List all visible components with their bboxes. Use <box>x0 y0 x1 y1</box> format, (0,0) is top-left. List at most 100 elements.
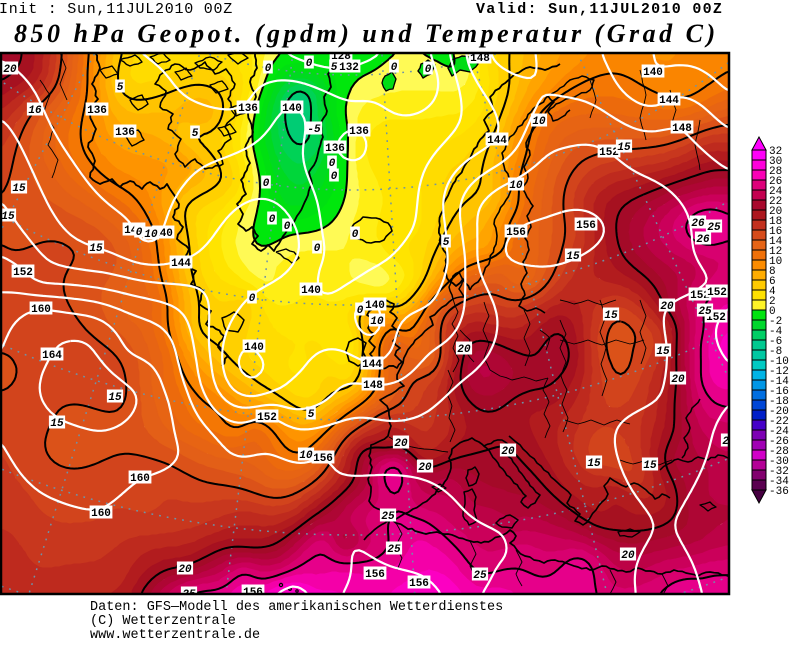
svg-text:-6: -6 <box>769 336 782 348</box>
svg-text:144: 144 <box>171 258 191 270</box>
svg-text:0: 0 <box>136 227 143 239</box>
svg-text:20: 20 <box>769 206 782 218</box>
svg-text:0: 0 <box>314 243 321 255</box>
svg-text:10: 10 <box>144 229 158 241</box>
svg-text:0: 0 <box>329 158 336 170</box>
svg-text:-32: -32 <box>769 466 789 478</box>
svg-text:20: 20 <box>394 438 408 450</box>
svg-text:148: 148 <box>470 53 490 65</box>
svg-text:25: 25 <box>381 511 395 523</box>
svg-text:0: 0 <box>425 64 432 76</box>
svg-text:15: 15 <box>656 346 670 358</box>
svg-text:20: 20 <box>418 462 432 474</box>
svg-text:16: 16 <box>769 226 782 238</box>
svg-text:16: 16 <box>28 105 42 117</box>
svg-text:22: 22 <box>769 196 782 208</box>
svg-text:32: 32 <box>769 146 782 158</box>
svg-text:-8: -8 <box>769 346 782 358</box>
svg-text:136: 136 <box>87 105 107 117</box>
svg-text:15: 15 <box>89 243 103 255</box>
svg-text:-22: -22 <box>769 416 789 428</box>
svg-text:25: 25 <box>473 570 487 582</box>
svg-text:14: 14 <box>769 236 783 248</box>
svg-text:-5: -5 <box>307 124 321 136</box>
svg-text:-20: -20 <box>769 406 789 418</box>
svg-text:140: 140 <box>282 103 302 115</box>
svg-text:25: 25 <box>182 589 196 601</box>
svg-text:25: 25 <box>387 544 401 556</box>
svg-text:0: 0 <box>331 171 338 183</box>
svg-text:18: 18 <box>769 216 782 228</box>
svg-text:15: 15 <box>643 460 657 472</box>
svg-text:-36: -36 <box>769 486 789 498</box>
svg-text:15: 15 <box>604 310 618 322</box>
svg-text:140: 140 <box>244 342 264 354</box>
svg-text:156: 156 <box>243 587 263 599</box>
svg-text:2: 2 <box>769 296 776 308</box>
svg-text:0: 0 <box>249 293 256 305</box>
svg-text:144: 144 <box>487 135 507 147</box>
svg-text:25: 25 <box>722 436 736 448</box>
svg-text:24: 24 <box>769 186 783 198</box>
svg-text:-10: -10 <box>769 356 789 368</box>
svg-text:156: 156 <box>506 227 526 239</box>
svg-text:-30: -30 <box>769 456 789 468</box>
svg-text:5: 5 <box>443 237 450 249</box>
svg-text:10: 10 <box>370 316 384 328</box>
svg-text:160: 160 <box>91 508 111 520</box>
svg-text:-2: -2 <box>769 316 782 328</box>
svg-text:10: 10 <box>509 180 523 192</box>
svg-text:148: 148 <box>363 380 383 392</box>
svg-text:15: 15 <box>1 211 15 223</box>
svg-text:20: 20 <box>3 64 17 76</box>
svg-text:152: 152 <box>690 290 710 302</box>
svg-text:136: 136 <box>238 103 258 115</box>
svg-text:10: 10 <box>532 116 546 128</box>
svg-text:15: 15 <box>617 142 631 154</box>
svg-text:0: 0 <box>769 306 776 318</box>
svg-text:140: 140 <box>643 67 663 79</box>
svg-text:28: 28 <box>769 166 782 178</box>
svg-text:20: 20 <box>621 550 635 562</box>
svg-text:4: 4 <box>769 286 776 298</box>
svg-text:5: 5 <box>117 82 124 94</box>
svg-text:0: 0 <box>269 214 276 226</box>
svg-text:-34: -34 <box>769 476 789 488</box>
svg-text:156: 156 <box>409 578 429 590</box>
svg-text:-4: -4 <box>769 326 783 338</box>
svg-text:-14: -14 <box>769 376 789 388</box>
svg-text:5: 5 <box>192 128 199 140</box>
svg-text:164: 164 <box>42 350 62 362</box>
svg-text:15: 15 <box>108 392 122 404</box>
svg-text:8: 8 <box>769 266 776 278</box>
svg-text:15: 15 <box>12 183 26 195</box>
svg-text:-16: -16 <box>769 386 789 398</box>
svg-text:144: 144 <box>362 359 382 371</box>
svg-text:30: 30 <box>769 156 782 168</box>
svg-text:0: 0 <box>391 62 398 74</box>
svg-text:128: 128 <box>331 51 351 63</box>
svg-text:15: 15 <box>50 418 64 430</box>
svg-text:152: 152 <box>707 287 727 299</box>
svg-text:-28: -28 <box>769 446 789 458</box>
svg-text:0: 0 <box>263 178 270 190</box>
svg-text:-12: -12 <box>769 366 789 378</box>
svg-text:-26: -26 <box>769 436 789 448</box>
svg-text:0: 0 <box>352 229 359 241</box>
svg-text:152: 152 <box>257 412 277 424</box>
svg-text:12: 12 <box>769 246 782 258</box>
svg-text:152: 152 <box>13 267 33 279</box>
svg-text:140: 140 <box>365 300 385 312</box>
svg-text:0: 0 <box>265 63 272 75</box>
svg-text:144: 144 <box>659 95 679 107</box>
svg-text:132: 132 <box>339 62 359 74</box>
svg-text:148: 148 <box>672 123 692 135</box>
svg-text:15: 15 <box>566 251 580 263</box>
svg-text:156: 156 <box>365 569 385 581</box>
svg-text:25: 25 <box>707 222 721 234</box>
svg-text:152: 152 <box>599 147 619 159</box>
svg-text:20: 20 <box>178 564 192 576</box>
svg-text:26: 26 <box>691 218 705 230</box>
svg-text:140: 140 <box>301 285 321 297</box>
svg-text:136: 136 <box>115 127 135 139</box>
